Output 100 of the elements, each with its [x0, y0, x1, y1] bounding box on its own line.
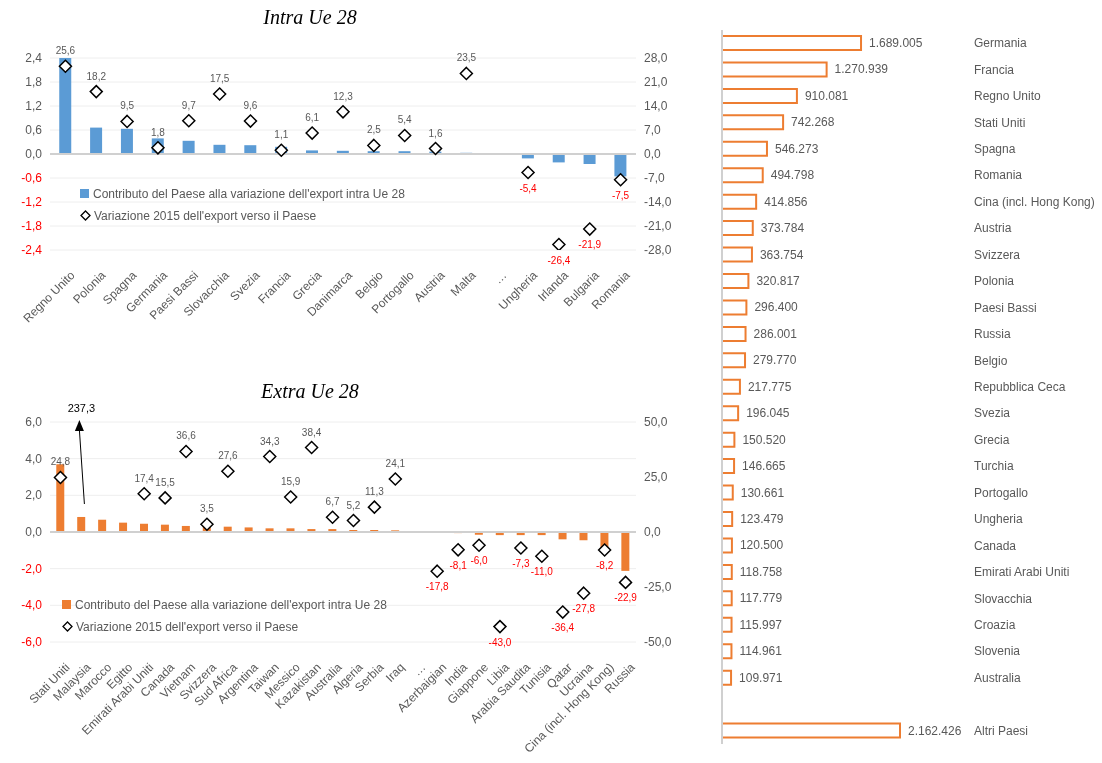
- data-label: 120.500: [739, 538, 784, 553]
- y-tick-label: Stati Uniti: [974, 115, 1026, 130]
- data-label: 130.661: [740, 485, 785, 500]
- data-label: 286.001: [753, 326, 798, 341]
- y-tick-label: Portogallo: [974, 485, 1029, 500]
- data-label: 5,2: [346, 499, 361, 511]
- data-label: 6,7: [325, 496, 340, 508]
- data-label: 17,4: [134, 472, 155, 484]
- chart-title: Extra Ue 28: [260, 380, 360, 403]
- data-label: 38,4: [301, 426, 322, 438]
- data-label: 1.270.939: [834, 62, 889, 77]
- data-label: 414.856: [764, 194, 808, 209]
- data-label: 9,5: [120, 100, 135, 112]
- y2-tick-label: 14,0: [644, 99, 668, 113]
- data-label: 2.162.426: [908, 723, 962, 738]
- y-tick-label: 2,4: [25, 51, 43, 65]
- legend-label: Variazione 2015 dell'export verso il Paese: [94, 207, 317, 225]
- data-label: -7,5: [611, 189, 630, 201]
- data-label: 24,8: [50, 456, 71, 468]
- data-label: 27,6: [218, 450, 239, 462]
- data-label: 1,8: [150, 126, 166, 138]
- data-label: 363.754: [759, 247, 804, 262]
- y-tick-label: -2,0: [21, 561, 43, 576]
- data-label: -8,2: [595, 560, 614, 572]
- y-tick-label: Slovenia: [974, 644, 1021, 659]
- data-label: 494.798: [770, 168, 815, 183]
- y-tick-label: -0,6: [21, 171, 43, 185]
- y-tick-label: 1,8: [25, 75, 43, 89]
- y-tick-label: -2,4: [21, 243, 43, 257]
- y-tick-label: -6,0: [21, 635, 43, 649]
- data-label: -26,4: [547, 254, 571, 266]
- data-label: 118.758: [739, 564, 783, 579]
- y-tick-label: Emirati Arabi Uniti: [974, 565, 1070, 580]
- legend-label: Variazione 2015 dell'export verso il Paese: [76, 618, 299, 636]
- y-tick-label: -1,8: [21, 219, 43, 233]
- data-label: 217.775: [747, 379, 792, 394]
- data-label: 279.770: [753, 353, 797, 368]
- y2-tick-label: 50,0: [644, 415, 668, 429]
- y-tick-label: Svizzera: [974, 247, 1021, 262]
- y2-tick-label: 7,0: [644, 123, 662, 137]
- y-tick-label: Germania: [974, 36, 1028, 51]
- y-tick-label: -1,2: [21, 195, 43, 209]
- data-label: 742.268: [791, 115, 835, 130]
- y-tick-label: Austria: [974, 221, 1012, 236]
- data-label: 146.665: [742, 459, 786, 474]
- y2-tick-label: 28,0: [644, 51, 668, 65]
- y2-tick-label: -14,0: [644, 195, 672, 209]
- y-tick-label: Repubblica Ceca: [974, 380, 1066, 394]
- data-label: 1,6: [428, 127, 443, 139]
- data-label: 373.784: [760, 221, 805, 236]
- data-label: 18,2: [86, 70, 107, 82]
- data-label: 5,4: [397, 114, 413, 126]
- y2-tick-label: -25,0: [644, 580, 672, 594]
- text: 237,3: [67, 402, 96, 414]
- y-tick-label: Turchia: [974, 459, 1014, 474]
- y-tick-label: 0,0: [25, 525, 43, 539]
- data-label: -5,4: [519, 182, 538, 194]
- data-label: 25,6: [55, 45, 76, 57]
- y-tick-label: Croazia: [974, 618, 1016, 632]
- y-tick-label: Canada: [974, 538, 1017, 553]
- y-tick-label: Francia: [974, 62, 1015, 77]
- legend-label: Contributo del Paese alla variazione dell'export intra Ue 28: [75, 596, 387, 614]
- data-label: -7,3: [512, 558, 530, 570]
- y-tick-label: Svezia: [974, 406, 1011, 421]
- y-tick-label: Russia: [974, 327, 1012, 342]
- y2-tick-label: 0,0: [644, 147, 662, 161]
- y-tick-label: Belgio: [974, 353, 1008, 368]
- data-label: -6,0: [470, 555, 489, 567]
- y-tick-label: Romania: [974, 168, 1023, 183]
- y-tick-label: Grecia: [974, 432, 1010, 447]
- data-label: 24,1: [385, 457, 406, 469]
- y-tick-label: Altri Paesi: [974, 723, 1029, 738]
- data-label: 3,5: [200, 503, 215, 515]
- data-label: 2,5: [366, 124, 382, 136]
- data-label: 123.479: [740, 512, 784, 526]
- data-label: -43,0: [488, 636, 512, 648]
- data-label: -8,1: [449, 559, 468, 571]
- data-label: 150.520: [742, 432, 787, 447]
- data-label: -17,8: [425, 581, 450, 593]
- data-label: 9,6: [243, 100, 258, 112]
- y-tick-label: -4,0: [21, 598, 43, 613]
- data-label: 196.045: [746, 406, 790, 421]
- data-label: -22,9: [614, 592, 638, 604]
- data-label: 546.273: [774, 141, 819, 156]
- y-tick-label: 0,6: [25, 123, 43, 137]
- y-tick-label: 2,0: [25, 488, 43, 503]
- y2-tick-label: 25,0: [644, 470, 668, 484]
- data-label: 114.961: [739, 644, 783, 659]
- data-label: 1.689.005: [869, 36, 923, 50]
- y2-tick-label: 0,0: [644, 525, 662, 539]
- y-tick-label: Cina (incl. Hong Kong): [974, 194, 1095, 209]
- data-label: 17,5: [209, 73, 230, 84]
- legend-label: Contributo del Paese alla variazione dell'export intra Ue 28: [93, 185, 405, 203]
- y-tick-label: 4,0: [25, 451, 43, 466]
- data-label: 11,3: [365, 486, 385, 498]
- data-label: 109.971: [739, 670, 783, 685]
- y2-tick-label: -28,0: [644, 243, 672, 257]
- y-tick-label: 0,0: [25, 147, 43, 161]
- data-label: 910.081: [804, 88, 849, 103]
- y2-tick-label: -7,0: [644, 171, 665, 185]
